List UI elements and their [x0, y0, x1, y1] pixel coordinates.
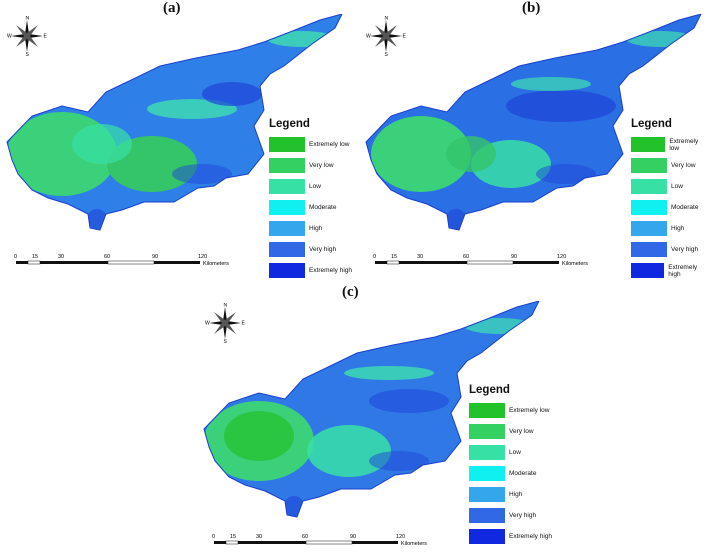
legend-item: Low [631, 176, 708, 197]
compass-w: W [366, 34, 371, 40]
panel-label-a: (a) [163, 0, 181, 16]
scale-tick: 90 [152, 254, 158, 260]
legend-title: Legend [631, 118, 672, 130]
legend-swatch [631, 137, 666, 152]
legend-swatch [631, 242, 667, 257]
legend-item: Extremely high [269, 260, 352, 281]
scale-tick: 60 [463, 254, 469, 260]
legend-item: Extremely low [469, 400, 552, 421]
island-map-c [203, 301, 540, 518]
legend-title: Legend [469, 384, 510, 396]
legend-a: Legend Extremely low Very low Low Modera… [269, 118, 352, 281]
compass-e: E [403, 34, 407, 40]
scale-tick: 15 [230, 534, 236, 540]
legend-swatch [631, 221, 667, 236]
scale-tick: 120 [198, 254, 207, 260]
scale-tick: 30 [417, 254, 423, 260]
legend-item: Very low [269, 155, 352, 176]
scale-tick: 30 [58, 254, 64, 260]
compass-n: N [26, 16, 30, 22]
legend-swatch [469, 445, 505, 460]
legend-item: Extremely low [631, 134, 708, 155]
legend-swatch [469, 487, 505, 502]
scale-bar-b: 0 15 30 60 90 120 Kilometers [373, 254, 588, 267]
island-map-a [6, 14, 343, 231]
legend-swatch [631, 158, 667, 173]
legend-swatch [631, 179, 667, 194]
legend-item: Very high [269, 239, 352, 260]
scale-tick: 90 [511, 254, 517, 260]
scale-bar-c: 0 15 30 60 90 120 Kilometers [212, 534, 427, 547]
compass-s: S [224, 339, 228, 343]
compass-rose-icon: N S E W [366, 16, 406, 56]
legend-item: Moderate [469, 463, 552, 484]
scale-tick: 15 [391, 254, 397, 260]
legend-swatch [269, 200, 305, 215]
scale-tick: 30 [256, 534, 262, 540]
scale-tick: 15 [32, 254, 38, 260]
scale-tick: 0 [14, 254, 17, 260]
legend-swatch [631, 263, 665, 278]
scale-tick: 60 [104, 254, 110, 260]
compass-n: N [224, 303, 228, 309]
legend-swatch [269, 263, 305, 278]
legend-item: Very high [469, 505, 552, 526]
compass-w: W [205, 321, 210, 327]
legend-item: Low [469, 442, 552, 463]
legend-swatch [269, 242, 305, 257]
scale-bar-a: 0 15 30 60 90 120 Kilometers [14, 254, 229, 267]
scale-unit: Kilometers [203, 261, 229, 267]
compass-e: E [242, 321, 246, 327]
compass-n: N [385, 16, 389, 22]
legend-c: Legend Extremely low Very low Low Modera… [469, 384, 552, 547]
compass-rose-icon: N S E W [7, 16, 47, 56]
island-map-b [365, 14, 702, 231]
scale-tick: 0 [373, 254, 376, 260]
legend-swatch [469, 466, 505, 481]
compass-w: W [7, 34, 12, 40]
compass-s: S [26, 52, 30, 56]
scale-tick: 60 [302, 534, 308, 540]
legend-swatch [269, 221, 305, 236]
legend-title: Legend [269, 118, 310, 130]
legend-item: Extremely high [631, 260, 708, 281]
legend-item: Moderate [631, 197, 708, 218]
legend-item: High [469, 484, 552, 505]
legend-item: Very high [631, 239, 708, 260]
compass-rose-icon: N S E W [205, 303, 245, 343]
panel-label-b: (b) [522, 0, 541, 16]
scale-unit: Kilometers [401, 541, 427, 547]
legend-swatch [269, 158, 305, 173]
legend-swatch [269, 179, 305, 194]
legend-item: Extremely high [469, 526, 552, 547]
scale-tick: 0 [212, 534, 215, 540]
legend-item: High [631, 218, 708, 239]
legend-swatch [469, 424, 505, 439]
legend-item: High [269, 218, 352, 239]
panel-label-c: (c) [342, 284, 359, 300]
legend-item: Very low [631, 155, 708, 176]
legend-item: Very low [469, 421, 552, 442]
legend-item: Extremely low [269, 134, 352, 155]
legend-swatch [269, 137, 305, 152]
scale-tick: 120 [557, 254, 566, 260]
scale-tick: 90 [350, 534, 356, 540]
legend-b: Legend Extremely low Very low Low Modera… [631, 118, 708, 281]
scale-tick: 120 [396, 534, 405, 540]
legend-swatch [469, 508, 505, 523]
legend-swatch [469, 403, 505, 418]
legend-item: Moderate [269, 197, 352, 218]
compass-e: E [44, 34, 48, 40]
legend-item: Low [269, 176, 352, 197]
legend-swatch [469, 529, 505, 544]
compass-s: S [385, 52, 389, 56]
legend-swatch [631, 200, 667, 215]
scale-unit: Kilometers [562, 261, 588, 267]
